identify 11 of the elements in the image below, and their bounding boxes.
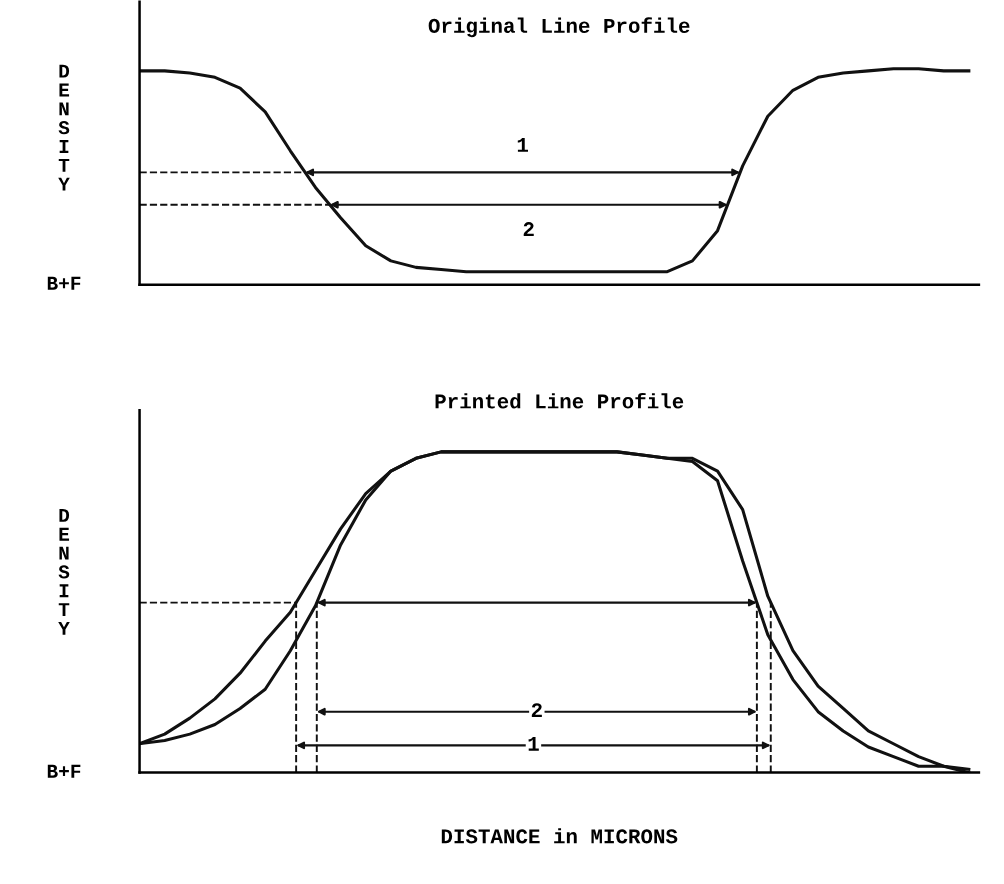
chart-title: Original Line Profile — [428, 17, 690, 38]
annotation: 2 — [531, 703, 542, 718]
text: B+F — [47, 276, 81, 290]
text: B+F — [47, 764, 81, 778]
annotation: 1 — [517, 138, 529, 152]
y-axis-title: DENSITY — [58, 64, 70, 191]
annotation: 2 — [523, 222, 534, 237]
y-axis-title: DENSITY — [58, 509, 70, 635]
chart-title: Printed Line Profile — [435, 392, 684, 409]
annotation: 1 — [528, 737, 539, 751]
x-axis-title: DISTANCE in MICRONS — [441, 828, 678, 844]
